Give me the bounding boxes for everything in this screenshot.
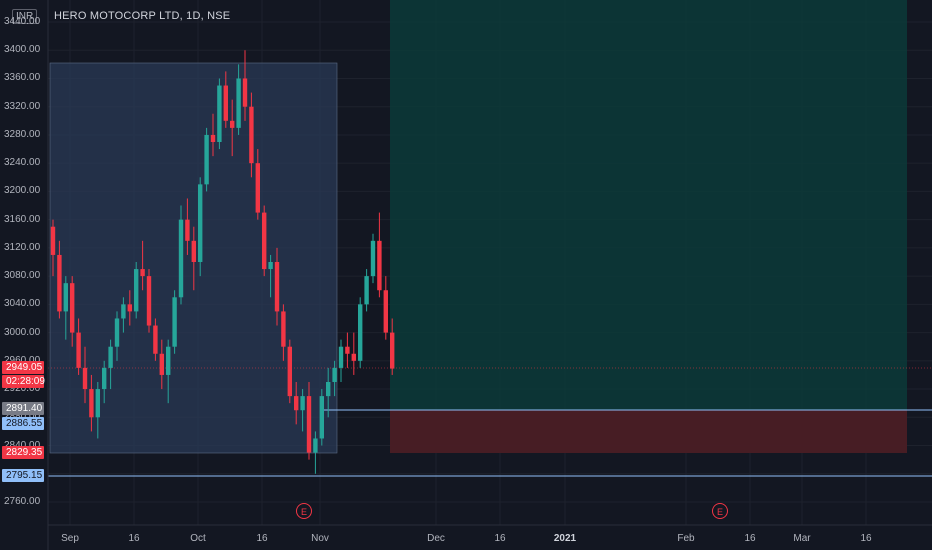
candle-body — [300, 396, 305, 411]
price-tag-2829: 2829.35 — [2, 446, 44, 459]
candle-body — [172, 297, 177, 347]
time-tick-label: 16 — [256, 533, 268, 544]
candle-body — [268, 262, 273, 270]
candle-body — [332, 367, 337, 382]
symbol-title[interactable]: HERO MOTOCORP LTD, 1D, NSE — [54, 10, 231, 22]
price-tick-label: 3240.00 — [4, 157, 41, 169]
candle-body — [159, 353, 164, 375]
price-tick-label: 2960.00 — [4, 355, 46, 367]
candle-body — [134, 269, 139, 312]
candle-body — [178, 219, 184, 298]
earnings-event-icon[interactable]: E — [296, 503, 312, 519]
price-tick-label: 2840.00 — [4, 440, 46, 452]
time-tick-label: Oct — [190, 533, 206, 544]
price-tag-2886: 2886.55 — [2, 417, 44, 430]
candle-body — [217, 85, 222, 142]
price-tag-2795: 2795.15 — [2, 469, 44, 482]
price-tick-label: 3400.00 — [4, 44, 41, 56]
candle-body — [127, 304, 132, 312]
candle-body — [358, 304, 363, 361]
candle-body — [262, 212, 267, 270]
time-tick-label: 16 — [494, 533, 506, 544]
candle-body — [95, 389, 100, 418]
time-tick-label: 16 — [128, 533, 140, 544]
time-tick-label: Feb — [677, 533, 695, 544]
candle-body — [70, 283, 75, 333]
candle-body — [146, 276, 152, 326]
target-zone[interactable] — [390, 0, 907, 410]
price-tick-label: 2880.00 — [4, 411, 46, 423]
candle-body — [390, 332, 395, 369]
candle-body — [281, 311, 286, 347]
stop-zone[interactable] — [390, 410, 907, 453]
candle-body — [377, 240, 382, 291]
candle-body — [364, 276, 369, 305]
candle-body — [166, 346, 171, 375]
price-tick-label: 3280.00 — [4, 128, 41, 140]
earnings-event-icon[interactable]: E — [712, 503, 728, 519]
price-tick-label: 3200.00 — [4, 185, 41, 197]
candle-body — [210, 134, 216, 142]
candle-body — [198, 184, 203, 262]
candle-body — [57, 254, 62, 312]
price-tick-label: 2920.00 — [4, 383, 41, 395]
candle-body — [89, 389, 94, 418]
candle-body — [370, 240, 376, 277]
price-tick-label: 3040.00 — [4, 298, 41, 310]
candle-body — [76, 332, 81, 368]
price-tick-label: 3120.00 — [4, 241, 41, 253]
candle-body — [223, 85, 228, 121]
time-tick-label: Sep — [61, 533, 79, 544]
candles-group — [50, 50, 395, 474]
countdown-tag: 02:28:09 — [2, 375, 45, 388]
price-tick-label: 3440.00 — [4, 16, 41, 27]
candle-body — [274, 262, 280, 312]
price-tick-label: 3360.00 — [4, 72, 41, 84]
price-tick-label: 3080.00 — [4, 270, 41, 282]
candle-body — [242, 78, 248, 107]
time-tick-label: 16 — [860, 533, 872, 544]
candle-body — [351, 353, 356, 361]
time-tick-label: Mar — [793, 533, 811, 544]
candle-body — [338, 346, 344, 368]
candle-body — [185, 219, 190, 241]
time-tick-label: 2021 — [553, 533, 577, 544]
candle-body — [326, 382, 331, 397]
candle-body — [319, 396, 324, 439]
candle-body — [140, 269, 145, 277]
candle-body — [114, 318, 120, 347]
candle-body — [153, 325, 158, 354]
time-tick-label: Nov — [311, 533, 329, 544]
price-tag-2891: 2891.40 — [2, 402, 44, 415]
candle-body — [306, 396, 312, 453]
candle-body — [82, 367, 88, 390]
candle-body — [121, 304, 126, 319]
candle-body — [230, 120, 235, 128]
price-tick-label: 3320.00 — [4, 100, 41, 112]
price-tick-label: 2760.00 — [4, 496, 41, 507]
price-tag-last: 2949.05 — [2, 361, 44, 374]
time-tick-label: 16 — [744, 533, 756, 544]
candle-body — [255, 163, 260, 213]
candle-body — [345, 346, 350, 354]
candle-body — [236, 78, 241, 128]
candle-body — [63, 283, 68, 312]
candle-body — [249, 106, 254, 164]
candle-body — [108, 346, 113, 368]
candle-body — [383, 290, 388, 333]
price-tick-label: 3000.00 — [4, 326, 41, 338]
currency-badge[interactable]: INR — [12, 9, 38, 24]
candle-body — [102, 367, 107, 390]
candle-body — [191, 240, 196, 262]
candle-body — [50, 226, 56, 255]
candle-body — [204, 134, 209, 185]
price-tick-label: 3160.00 — [4, 213, 41, 225]
candle-body — [287, 346, 292, 397]
candle-body — [294, 396, 299, 411]
time-tick-label: Dec — [427, 533, 445, 544]
candle-body — [313, 438, 318, 453]
